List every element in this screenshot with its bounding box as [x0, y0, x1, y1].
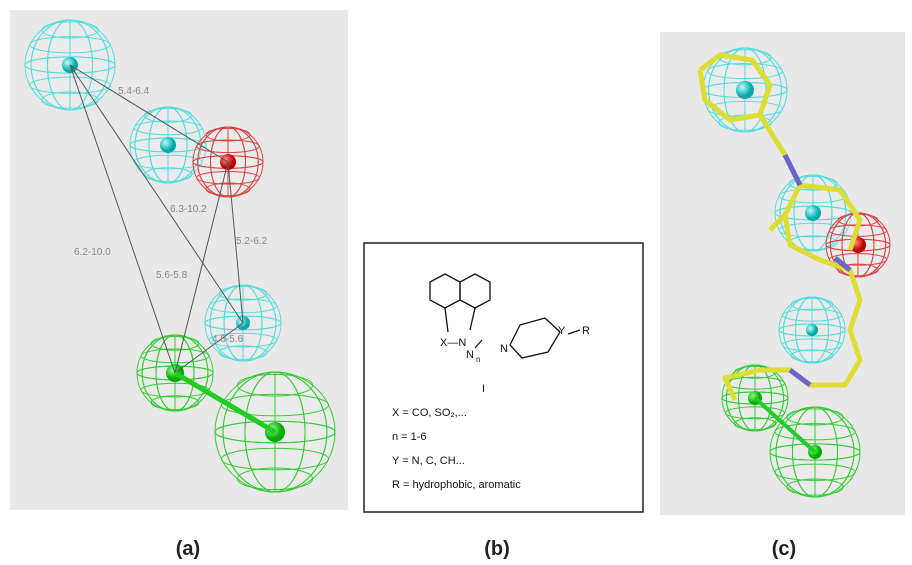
parallel — [133, 120, 203, 136]
parallel — [140, 382, 210, 398]
parallel — [205, 127, 251, 142]
parallel — [778, 222, 848, 238]
distance-label: 6.2-10.0 — [74, 247, 111, 258]
parallel — [218, 286, 268, 301]
atom — [160, 137, 176, 153]
panel-c-bg — [660, 32, 905, 515]
chem-label: N — [466, 349, 474, 361]
parallel — [774, 423, 856, 441]
definition: X = CO, SO₂,... — [392, 407, 467, 419]
parallel — [208, 332, 278, 348]
meridian — [782, 296, 842, 364]
parallel — [706, 63, 784, 80]
parallel — [786, 408, 844, 426]
parallel — [24, 56, 116, 74]
parallel — [837, 263, 879, 277]
distance-label: 5.2-6.2 — [236, 236, 268, 247]
meridian — [197, 126, 259, 198]
meridian — [30, 19, 110, 111]
parallel — [214, 420, 336, 444]
panel-b-box — [363, 242, 644, 513]
distance-label: 6.3-10.2 — [170, 204, 207, 215]
parallel — [769, 443, 861, 461]
parallel — [786, 478, 844, 496]
green-bond — [753, 396, 817, 454]
parallel — [205, 182, 251, 197]
parallel — [218, 345, 268, 360]
meridian — [209, 284, 277, 362]
meridian — [708, 47, 782, 133]
parallel — [220, 447, 330, 471]
parallel — [41, 91, 99, 109]
parallel — [220, 393, 330, 417]
chem-label: R — [582, 325, 590, 337]
distance-label: 5.4-6.4 — [118, 86, 150, 97]
panel-label: (a) — [176, 538, 200, 560]
meridian — [725, 364, 785, 432]
definition: Y = N, C, CH... — [392, 455, 465, 467]
chem-label: Y — [558, 325, 566, 337]
meridian — [779, 174, 847, 252]
definition: R = hydrophobic, aromatic — [392, 479, 521, 491]
parallel — [29, 36, 111, 54]
green-bond — [173, 370, 277, 435]
parallel — [236, 373, 314, 397]
parallel — [790, 297, 834, 311]
meridian — [141, 334, 209, 412]
compound-label: I — [482, 383, 485, 395]
parallel — [150, 336, 200, 351]
ligand-sticks — [697, 52, 863, 402]
parallel — [790, 349, 834, 363]
parallel — [133, 154, 203, 170]
parallel — [143, 167, 193, 182]
parallel — [196, 170, 260, 185]
parallel — [29, 76, 111, 94]
parallel — [788, 176, 838, 191]
parallel — [733, 417, 777, 431]
ligand-nitrogens — [782, 153, 852, 387]
atom — [806, 324, 818, 336]
structure-drawing — [429, 273, 581, 359]
parallel — [208, 298, 278, 314]
parallel — [236, 467, 314, 491]
distance-label: 4.8-5.6 — [212, 334, 244, 345]
atom — [805, 205, 821, 221]
parallel — [782, 338, 842, 352]
parallel — [41, 21, 99, 39]
distance-lines — [69, 64, 244, 374]
chem-label: n — [476, 355, 480, 364]
parallel — [140, 348, 210, 364]
distance-label: 5.6-5.8 — [156, 270, 188, 281]
parallel — [150, 395, 200, 410]
parallel — [782, 308, 842, 322]
chem-label: X—N — [440, 337, 466, 349]
meridian — [775, 406, 855, 498]
parallel — [774, 463, 856, 481]
panel-label: (b) — [484, 538, 510, 560]
chem-label: N — [500, 343, 508, 355]
parallel — [828, 253, 888, 266]
parallel — [725, 406, 785, 420]
meridian — [222, 371, 328, 493]
parallel — [143, 108, 193, 123]
panel-a — [24, 19, 336, 493]
parallel — [196, 139, 260, 154]
atom — [736, 81, 754, 99]
panel-label: (c) — [772, 538, 796, 560]
definition: n = 1-6 — [392, 431, 427, 443]
